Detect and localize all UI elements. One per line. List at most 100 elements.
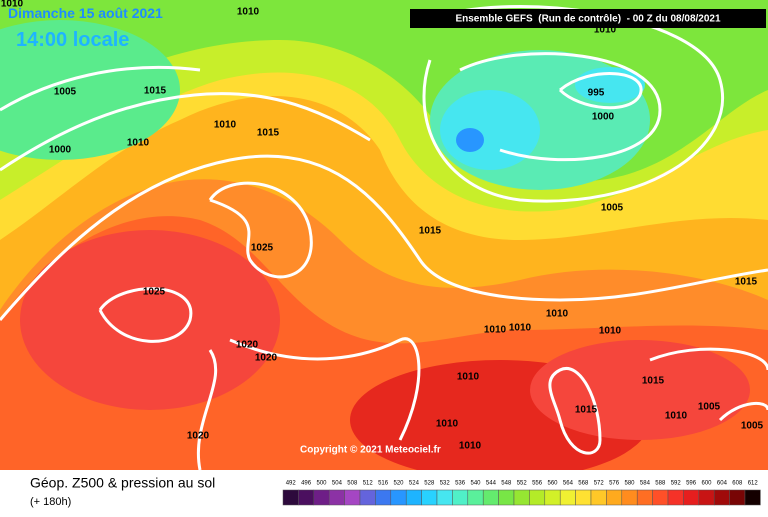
isobar [0, 65, 201, 112]
legend-tick-label: 528 [424, 481, 435, 487]
legend-tick-label: 504 [332, 481, 343, 487]
legend-swatch [544, 489, 561, 506]
legend-tick-label: 508 [347, 481, 358, 487]
isobar-label: 1015 [419, 226, 442, 237]
isobar-label: 1020 [236, 340, 259, 351]
isobar-label: 1005 [601, 203, 624, 214]
legend-tick-label: 500 [316, 481, 327, 487]
legend-tick-label: 540 [470, 481, 481, 487]
isobar-label: 1010 [457, 372, 480, 383]
legend-swatch [575, 489, 592, 506]
legend-tick-label: 556 [532, 481, 543, 487]
legend-tick-label: 516 [378, 481, 389, 487]
legend-tick-label: 568 [578, 481, 589, 487]
legend-tick-label: 604 [717, 481, 728, 487]
legend-tick-label: 600 [701, 481, 712, 487]
legend-tick-label: 536 [455, 481, 466, 487]
legend-swatch [590, 489, 607, 506]
legend-swatch [713, 489, 730, 506]
zone-red-east [530, 340, 750, 440]
isobar-label: 1020 [255, 353, 278, 364]
run-banner [410, 9, 766, 28]
legend-swatch [467, 489, 484, 506]
isobar-label: 1015 [735, 277, 758, 288]
map-date: Dimanche 15 août 2021 [8, 5, 163, 21]
legend-tick-label: 588 [655, 481, 666, 487]
legend-swatch [421, 489, 438, 506]
legend-tick-label: 512 [363, 481, 374, 487]
legend-tick-label: 560 [547, 481, 558, 487]
isobar-label: 1010 [436, 419, 459, 430]
isobar-label: 1000 [49, 145, 72, 156]
isobar-label: 1005 [54, 87, 77, 98]
legend-tick-label: 492 [286, 481, 297, 487]
legend-swatch [328, 489, 345, 506]
isobar [0, 154, 768, 321]
isobar-label: 1010 [665, 411, 688, 422]
isobar-label: 1010 [127, 138, 150, 149]
isobar-label: 995 [588, 88, 605, 99]
legend-swatch [744, 489, 761, 506]
isobars [0, 5, 768, 471]
zone-blue [456, 128, 484, 152]
legend-swatch [313, 489, 330, 506]
isobar [0, 92, 371, 172]
isobar-label: 1010 [546, 309, 569, 320]
isobar-label: 1000 [592, 112, 615, 123]
legend-tick-label: 496 [301, 481, 312, 487]
legend-tick-label: 524 [409, 481, 420, 487]
isobar-label: 1010 [594, 25, 617, 36]
isobar [196, 349, 218, 471]
isobar-label: 1025 [251, 243, 274, 254]
legend-tick-label: 544 [486, 481, 497, 487]
isobar-label: 1010 [484, 325, 507, 336]
isobar [98, 287, 193, 343]
isobar-label: 1010 [459, 441, 482, 452]
isobar-label: 1010 [1, 0, 24, 10]
legend-swatch [282, 489, 299, 506]
legend-swatch [359, 489, 376, 506]
legend-swatch [513, 489, 530, 506]
isobar [548, 366, 602, 455]
copyright: Copyright © 2021 Meteociel.fr [300, 445, 441, 456]
isobar-label: 1015 [144, 86, 167, 97]
isobar [459, 52, 662, 162]
isobar-label: 1015 [642, 376, 665, 387]
legend-swatch [698, 489, 715, 506]
isobar-label: 1020 [187, 431, 210, 442]
legend-swatch [436, 489, 453, 506]
run-info: Ensemble GEFS (Run de contrôle) - 00 Z d… [455, 14, 721, 25]
legend-tick-label: 572 [594, 481, 605, 487]
legend-swatch [529, 489, 546, 506]
isobar [229, 337, 421, 441]
legend-swatch [390, 489, 407, 506]
legend-tick-label: 608 [732, 481, 743, 487]
legend-tick-label: 552 [517, 481, 528, 487]
isobar-label: 1015 [257, 128, 280, 139]
zone-cyan [440, 90, 540, 170]
isobar [718, 401, 768, 422]
legend-swatch [482, 489, 499, 506]
isobar-label: 1005 [698, 402, 721, 413]
isobar [558, 72, 643, 110]
legend-swatch [667, 489, 684, 506]
legend-swatch [452, 489, 469, 506]
legend-swatch [344, 489, 361, 506]
legend-swatch [405, 489, 422, 506]
isobar-label: 1015 [575, 405, 598, 416]
legend-swatch [636, 489, 653, 506]
footer-title: Géop. Z500 & pression au sol [30, 475, 215, 491]
legend-tick-label: 520 [393, 481, 404, 487]
legend-tick-label: 580 [624, 481, 635, 487]
isobar-label: 1005 [741, 421, 764, 432]
legend-swatch [559, 489, 576, 506]
legend-tick-label: 592 [671, 481, 682, 487]
zone-green-west [0, 20, 180, 160]
footer-lead: (+ 180h) [30, 496, 71, 508]
legend-swatch [652, 489, 669, 506]
legend-swatch [298, 489, 315, 506]
isobar-label: 1010 [237, 7, 260, 18]
legend-swatch [498, 489, 515, 506]
isobar [649, 347, 768, 371]
legend-swatch [621, 489, 638, 506]
